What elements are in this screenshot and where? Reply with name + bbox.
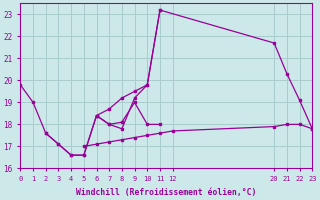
X-axis label: Windchill (Refroidissement éolien,°C): Windchill (Refroidissement éolien,°C): [76, 188, 257, 197]
